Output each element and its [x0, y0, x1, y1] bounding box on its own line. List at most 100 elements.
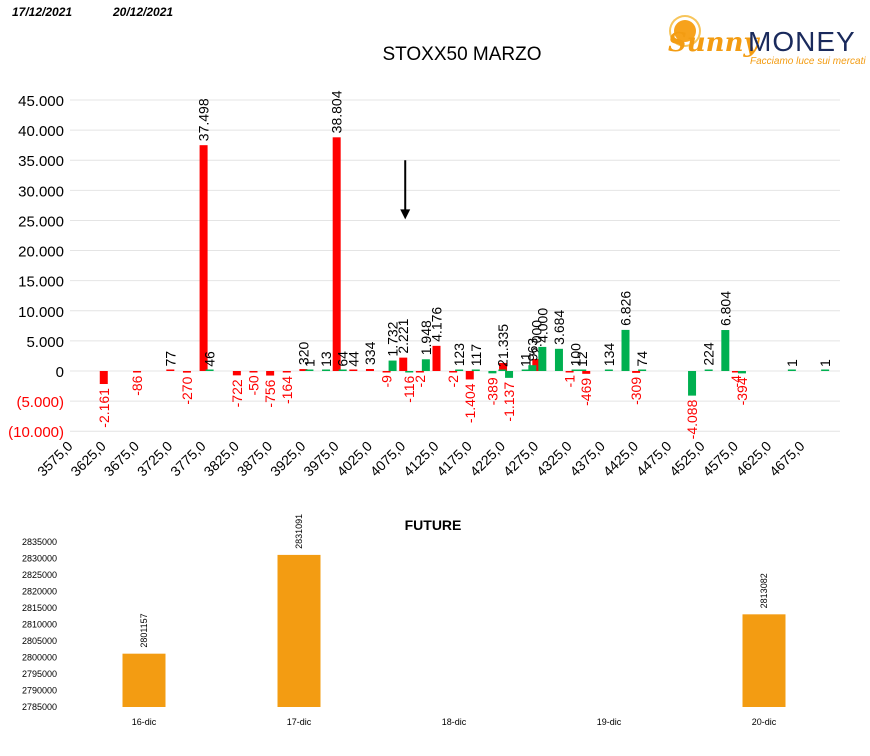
data-label: 1	[301, 359, 317, 367]
data-label: 224	[701, 342, 717, 366]
bar	[578, 369, 587, 371]
y-tick-label: 5.000	[26, 334, 64, 351]
future-bar	[742, 614, 786, 707]
future-data-label: 2813082	[759, 573, 769, 608]
data-label: 37.498	[196, 98, 212, 141]
bar	[505, 371, 514, 378]
future-y-tick-label: 2830000	[22, 554, 57, 564]
bar	[621, 329, 630, 371]
date-right: 20/12/2021	[113, 5, 174, 19]
future-y-tick-label: 2795000	[22, 669, 57, 679]
future-x-tick-label: 18-dic	[442, 717, 467, 727]
y-tick-label: 25.000	[18, 213, 64, 230]
y-tick-label: 15.000	[18, 274, 64, 291]
future-y-tick-label: 2800000	[22, 653, 57, 663]
data-label: -309	[628, 377, 644, 405]
data-label: -1.404	[462, 383, 478, 423]
data-label: 4.176	[429, 307, 445, 342]
bar	[538, 346, 547, 371]
bar	[821, 369, 830, 371]
data-label: 12	[574, 351, 590, 367]
data-label: -270	[179, 376, 195, 404]
data-label: 100	[568, 343, 584, 367]
data-label: -389	[484, 377, 500, 405]
data-label: -1	[562, 375, 578, 388]
data-label: 44	[345, 351, 361, 367]
data-label: 11	[518, 352, 534, 367]
data-label: 1.948	[418, 320, 434, 355]
bar	[388, 360, 397, 371]
data-label: -2	[412, 375, 428, 388]
bar	[449, 371, 458, 373]
data-label: 2.000	[528, 320, 544, 355]
bar	[731, 371, 740, 373]
data-label: -4.088	[684, 399, 700, 439]
bar	[488, 371, 497, 374]
data-label: 334	[362, 341, 378, 365]
bar	[704, 369, 713, 371]
data-label: 1	[817, 359, 833, 367]
data-label: 134	[601, 343, 617, 367]
bar	[432, 345, 441, 371]
bar	[382, 371, 391, 373]
bar	[133, 371, 142, 373]
bar	[499, 362, 508, 371]
y-tick-label: 0	[56, 364, 64, 381]
future-y-tick-label: 2790000	[22, 686, 57, 696]
bar	[528, 365, 537, 371]
data-label: 74	[634, 351, 650, 367]
bar	[737, 371, 746, 374]
y-tick-label: (10.000)	[8, 424, 64, 441]
y-tick-label: 45.000	[18, 93, 64, 110]
data-label: -86	[129, 375, 145, 395]
bar	[338, 369, 347, 371]
bar	[249, 371, 258, 373]
bar	[455, 369, 464, 371]
data-label: 1.335	[495, 324, 511, 359]
bar	[166, 369, 175, 371]
future-y-tick-label: 2810000	[22, 620, 57, 630]
bar	[565, 371, 574, 373]
bar	[199, 145, 208, 371]
bar	[232, 371, 241, 376]
bar	[582, 371, 591, 374]
bar	[399, 357, 408, 371]
future-bar	[277, 554, 321, 707]
data-label: 6.826	[618, 291, 634, 326]
bar	[604, 369, 613, 371]
future-y-tick-label: 2825000	[22, 570, 57, 580]
bar	[521, 369, 530, 371]
bar	[182, 371, 191, 373]
data-label: 963	[524, 338, 540, 362]
data-label: -2	[445, 375, 461, 388]
y-tick-label: 30.000	[18, 183, 64, 200]
future-data-label: 2801157	[139, 613, 149, 647]
logo-tagline: Facciamo luce sui mercati	[750, 56, 866, 67]
sun-icon	[674, 20, 696, 42]
future-y-tick-label: 2785000	[22, 702, 57, 712]
data-label: 64	[335, 351, 351, 367]
data-label: 320	[295, 342, 311, 366]
future-y-tick-label: 2835000	[22, 537, 57, 547]
data-label: 77	[162, 351, 178, 367]
bar	[365, 368, 374, 371]
data-label: 1	[784, 359, 800, 367]
future-x-tick-label: 17-dic	[287, 717, 312, 727]
y-tick-label: 40.000	[18, 123, 64, 140]
bar	[421, 359, 430, 371]
bar	[266, 371, 275, 376]
bar	[282, 371, 291, 373]
data-label: 3.684	[551, 310, 567, 345]
data-label: 46	[202, 351, 218, 367]
data-label: -756	[262, 379, 278, 407]
data-label: -4	[728, 375, 744, 388]
data-label: -50	[246, 375, 262, 395]
bar	[632, 371, 641, 373]
sunny-money-logo: Sunny MONEY Facciamo luce sui mercati	[668, 20, 868, 70]
future-bar	[122, 653, 166, 707]
data-label: 123	[451, 343, 467, 367]
future-y-tick-label: 2820000	[22, 587, 57, 597]
bar	[787, 369, 796, 371]
bar	[415, 371, 424, 373]
